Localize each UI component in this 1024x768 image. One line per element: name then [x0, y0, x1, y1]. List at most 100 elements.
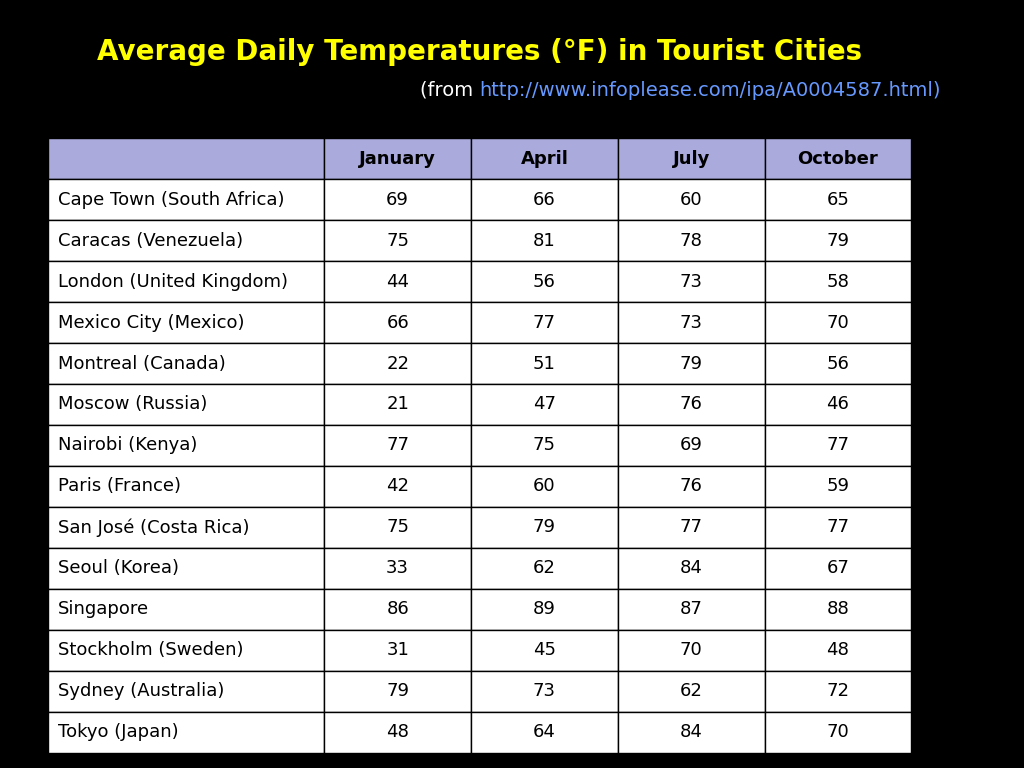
- FancyBboxPatch shape: [617, 179, 765, 220]
- Text: (from: (from: [420, 81, 479, 100]
- FancyBboxPatch shape: [471, 261, 617, 302]
- Text: 44: 44: [386, 273, 410, 290]
- Text: 31: 31: [386, 641, 409, 659]
- FancyBboxPatch shape: [765, 670, 911, 712]
- FancyBboxPatch shape: [765, 220, 911, 261]
- Text: 56: 56: [826, 355, 849, 372]
- FancyBboxPatch shape: [48, 220, 325, 261]
- Text: 66: 66: [534, 190, 556, 209]
- Text: 69: 69: [386, 190, 409, 209]
- Text: 60: 60: [534, 478, 556, 495]
- FancyBboxPatch shape: [765, 548, 911, 589]
- FancyBboxPatch shape: [617, 466, 765, 507]
- FancyBboxPatch shape: [471, 220, 617, 261]
- Text: 77: 77: [826, 518, 850, 536]
- Text: 70: 70: [826, 313, 849, 332]
- FancyBboxPatch shape: [617, 138, 765, 179]
- Text: 46: 46: [826, 396, 849, 413]
- FancyBboxPatch shape: [325, 670, 471, 712]
- FancyBboxPatch shape: [471, 712, 617, 753]
- Text: 69: 69: [680, 436, 702, 455]
- FancyBboxPatch shape: [325, 302, 471, 343]
- Text: 86: 86: [386, 601, 409, 618]
- FancyBboxPatch shape: [471, 466, 617, 507]
- Text: Tokyo (Japan): Tokyo (Japan): [57, 723, 178, 741]
- Text: 67: 67: [826, 559, 849, 578]
- Text: 48: 48: [826, 641, 849, 659]
- FancyBboxPatch shape: [48, 548, 325, 589]
- FancyBboxPatch shape: [471, 670, 617, 712]
- FancyBboxPatch shape: [48, 589, 325, 630]
- Text: Montreal (Canada): Montreal (Canada): [57, 355, 225, 372]
- FancyBboxPatch shape: [617, 261, 765, 302]
- FancyBboxPatch shape: [471, 179, 617, 220]
- Text: 77: 77: [532, 313, 556, 332]
- FancyBboxPatch shape: [48, 138, 325, 179]
- Text: 84: 84: [680, 723, 702, 741]
- FancyBboxPatch shape: [471, 138, 617, 179]
- FancyBboxPatch shape: [325, 712, 471, 753]
- Text: Paris (France): Paris (France): [57, 478, 180, 495]
- FancyBboxPatch shape: [765, 343, 911, 384]
- Text: 33: 33: [386, 559, 410, 578]
- Text: 73: 73: [680, 273, 702, 290]
- Text: Cape Town (South Africa): Cape Town (South Africa): [57, 190, 284, 209]
- Text: 76: 76: [680, 478, 702, 495]
- FancyBboxPatch shape: [325, 220, 471, 261]
- Text: Nairobi (Kenya): Nairobi (Kenya): [57, 436, 197, 455]
- FancyBboxPatch shape: [617, 384, 765, 425]
- FancyBboxPatch shape: [765, 507, 911, 548]
- Text: 75: 75: [386, 232, 410, 250]
- FancyBboxPatch shape: [325, 548, 471, 589]
- FancyBboxPatch shape: [48, 343, 325, 384]
- Text: 45: 45: [532, 641, 556, 659]
- FancyBboxPatch shape: [471, 630, 617, 670]
- Text: San José (Costa Rica): San José (Costa Rica): [57, 518, 249, 537]
- FancyBboxPatch shape: [765, 630, 911, 670]
- FancyBboxPatch shape: [617, 630, 765, 670]
- Text: 75: 75: [386, 518, 410, 536]
- FancyBboxPatch shape: [325, 466, 471, 507]
- Text: Caracas (Venezuela): Caracas (Venezuela): [57, 232, 243, 250]
- FancyBboxPatch shape: [471, 343, 617, 384]
- Text: 47: 47: [532, 396, 556, 413]
- FancyBboxPatch shape: [325, 384, 471, 425]
- Text: 73: 73: [532, 682, 556, 700]
- FancyBboxPatch shape: [48, 670, 325, 712]
- Text: April: April: [520, 150, 568, 167]
- Text: 84: 84: [680, 559, 702, 578]
- FancyBboxPatch shape: [765, 138, 911, 179]
- Text: 76: 76: [680, 396, 702, 413]
- Text: 70: 70: [680, 641, 702, 659]
- FancyBboxPatch shape: [325, 343, 471, 384]
- FancyBboxPatch shape: [617, 507, 765, 548]
- FancyBboxPatch shape: [765, 261, 911, 302]
- Text: 87: 87: [680, 601, 702, 618]
- FancyBboxPatch shape: [325, 507, 471, 548]
- FancyBboxPatch shape: [48, 302, 325, 343]
- FancyBboxPatch shape: [325, 138, 471, 179]
- FancyBboxPatch shape: [325, 179, 471, 220]
- Text: 88: 88: [826, 601, 849, 618]
- FancyBboxPatch shape: [617, 220, 765, 261]
- Text: Average Daily Temperatures (°F) in Tourist Cities: Average Daily Temperatures (°F) in Touri…: [97, 38, 862, 66]
- FancyBboxPatch shape: [48, 507, 325, 548]
- Text: 62: 62: [680, 682, 702, 700]
- Text: 64: 64: [532, 723, 556, 741]
- Text: Mexico City (Mexico): Mexico City (Mexico): [57, 313, 244, 332]
- Text: 42: 42: [386, 478, 410, 495]
- Text: July: July: [673, 150, 710, 167]
- FancyBboxPatch shape: [471, 302, 617, 343]
- FancyBboxPatch shape: [765, 384, 911, 425]
- Text: 79: 79: [532, 518, 556, 536]
- FancyBboxPatch shape: [617, 425, 765, 466]
- FancyBboxPatch shape: [48, 261, 325, 302]
- Text: Seoul (Korea): Seoul (Korea): [57, 559, 178, 578]
- Text: 58: 58: [826, 273, 849, 290]
- Text: 79: 79: [826, 232, 850, 250]
- FancyBboxPatch shape: [765, 425, 911, 466]
- FancyBboxPatch shape: [471, 384, 617, 425]
- FancyBboxPatch shape: [617, 548, 765, 589]
- FancyBboxPatch shape: [617, 589, 765, 630]
- Text: 78: 78: [680, 232, 702, 250]
